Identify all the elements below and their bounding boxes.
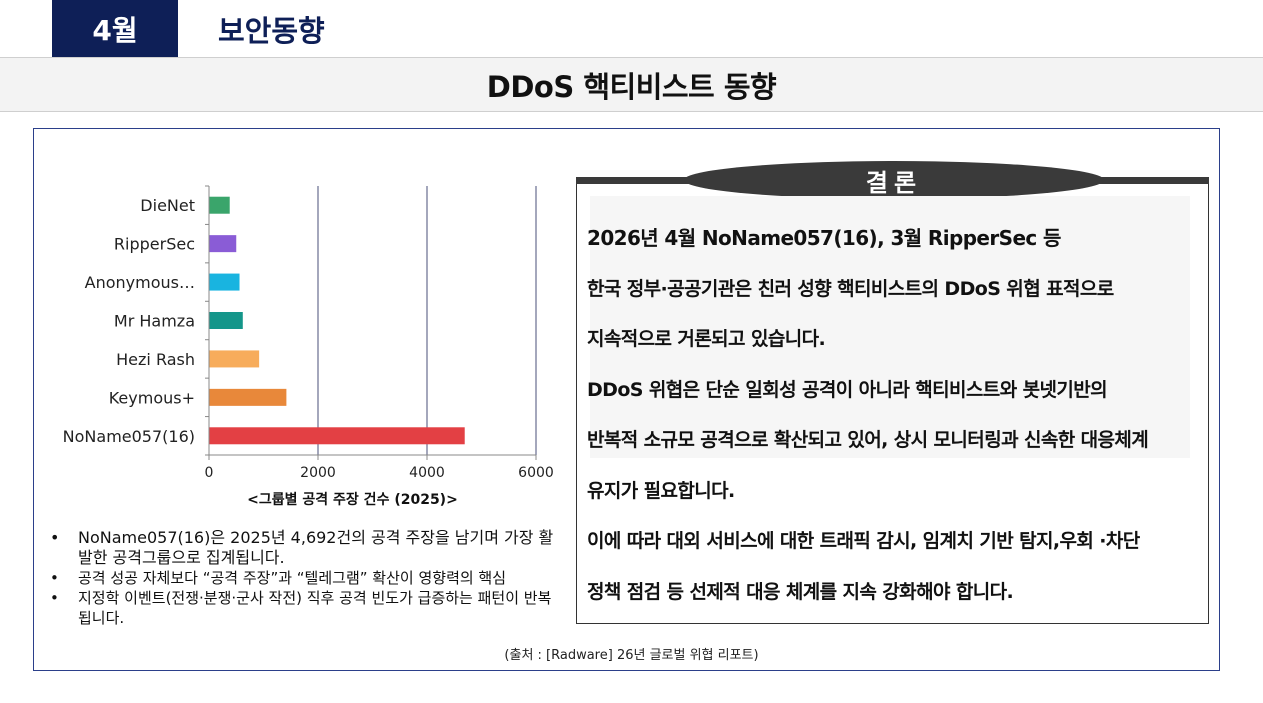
bar [209, 235, 237, 253]
bullet-item: 지정학 이벤트(전쟁·분쟁·군사 작전) 직후 공격 빈도가 급증하는 패턴이 … [50, 588, 562, 628]
bar [209, 388, 287, 406]
category-label: Keymous+ [109, 388, 195, 407]
page-title: DDoS 핵티비스트 동향 [486, 69, 777, 104]
bar [209, 350, 260, 368]
category-label: RipperSec [114, 235, 195, 254]
bar [209, 196, 230, 214]
header-divider [0, 57, 1263, 58]
conclusion-text: 2026년 4월 NoName057(16), 3월 RipperSec 등 한… [587, 226, 1207, 630]
bullet-item: NoName057(16)은 2025년 4,692건의 공격 주장을 남기며 … [50, 528, 562, 568]
bar [209, 312, 243, 329]
conclusion-highlight [590, 196, 1190, 458]
conclusion-line: 정책 점검 등 선제적 대응 체계를 지속 강화해야 합니다. [587, 580, 1014, 603]
bar [209, 273, 240, 291]
x-tick-label: 2000 [300, 465, 336, 481]
source-citation: (출처 : [Radware] 26년 글로벌 위협 리포트) [504, 648, 759, 663]
section-title: 보안동향 [218, 14, 325, 48]
conclusion-line: 지속적으로 거론되고 있습니다. [587, 328, 826, 350]
category-label: NoName057(16) [63, 427, 195, 446]
conclusion-line: 유지가 필요합니다. [587, 479, 735, 502]
category-label: Hezi Rash [116, 350, 195, 369]
conclusion-title: 결론 [684, 161, 1104, 199]
category-label: DieNet [140, 196, 195, 215]
x-axis-title: <그룹별 공격 주장 건수 (2025)> [247, 491, 458, 508]
conclusion-line: 한국 정부·공공기관은 친러 성향 핵티비스트의 DDoS 위협 표적으로 [587, 277, 1114, 300]
conclusion-line: 2026년 4월 NoName057(16), 3월 RipperSec 등 [587, 226, 1061, 250]
bullet-list: NoName057(16)은 2025년 4,692건의 공격 주장을 남기며 … [50, 528, 562, 628]
title-band: DDoS 핵티비스트 동향 [0, 58, 1263, 112]
conclusion-line: 반복적 소규모 공격으로 확산되고 있어, 상시 모니터링과 신속한 대응체계 [587, 429, 1149, 451]
x-tick-label: 0 [205, 465, 214, 481]
conclusion-line: DDoS 위협은 단순 일회성 공격이 아니라 핵티비스트와 봇넷기반의 [587, 378, 1108, 401]
bullet-item: 공격 성공 자체보다 “공격 주장”과 “텔레그램” 확산이 영향력의 핵심 [50, 568, 562, 588]
content-frame [33, 128, 1220, 671]
conclusion-line: 이에 따라 대외 서비스에 대한 트래픽 감시, 임계치 기반 탐지,우회 ·차… [587, 530, 1140, 552]
category-label: Mr Hamza [114, 312, 195, 331]
x-tick-label: 6000 [518, 465, 554, 481]
month-badge: 4월 [52, 0, 178, 57]
bar-chart: DieNet RipperSec Anonymous… Mr Hamza Hezi Ra… [63, 185, 554, 508]
x-tick-label: 4000 [409, 465, 445, 481]
category-label: Anonymous… [85, 273, 195, 292]
bar [209, 427, 465, 445]
